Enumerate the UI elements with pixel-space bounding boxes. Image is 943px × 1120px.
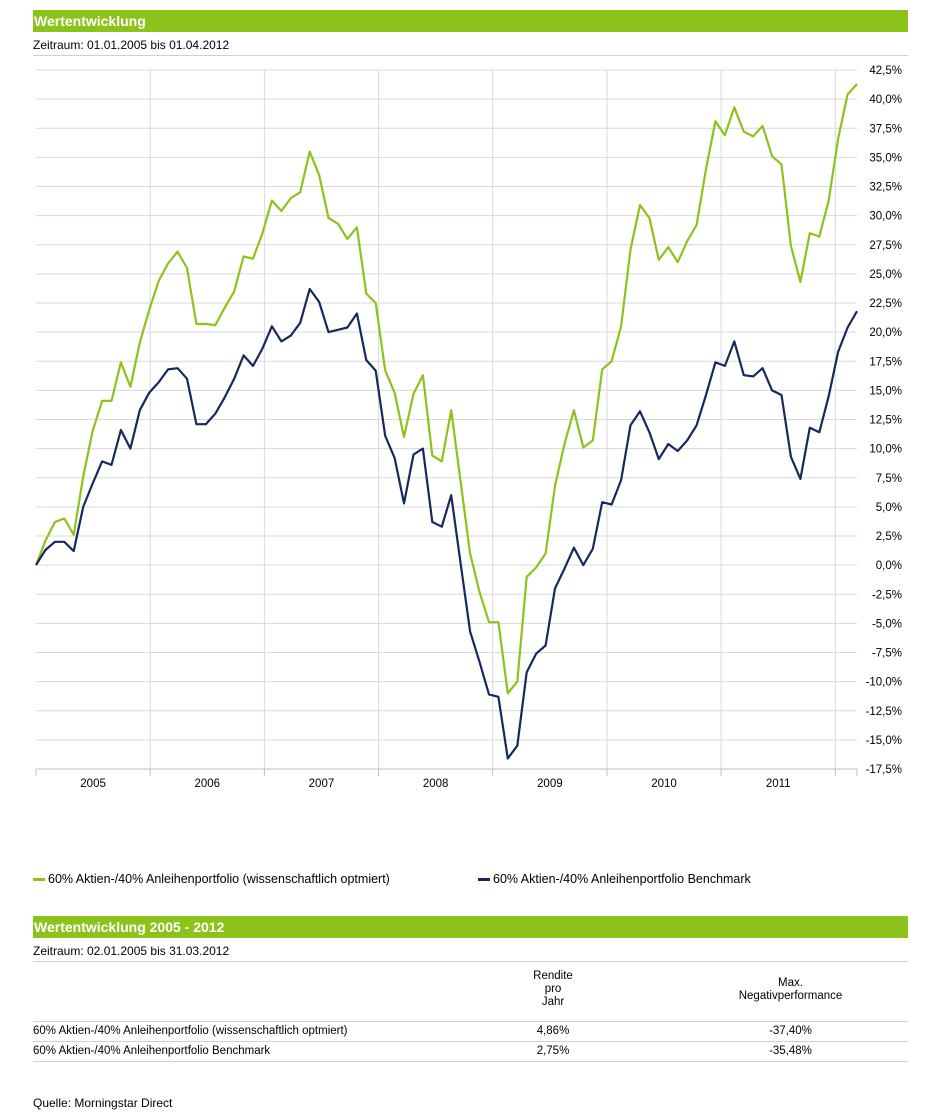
- table-header: Max. Negativperformance: [673, 968, 908, 1022]
- header-rendite: Rendite pro Jahr: [533, 970, 573, 1008]
- legend-item-benchmark: 60% Aktien-/40% Anleihenportfolio Benchm…: [478, 872, 751, 886]
- x-axis-ticks: 2005 2006 2007 2008 2009 2010 2011: [80, 778, 790, 790]
- performance-table: Rendite pro Jahr Max. Negativperformance…: [33, 968, 908, 1062]
- series-line-benchmark: [35, 287, 858, 760]
- y-tick-label: 17,5%: [869, 356, 902, 368]
- header-max-negativ: Max. Negativperformance: [738, 976, 843, 1002]
- y-tick-label: 10,0%: [869, 444, 902, 456]
- y-tick-label: 35,0%: [869, 152, 902, 164]
- y-tick-label: -5,0%: [872, 618, 902, 630]
- table-row: 60% Aktien-/40% Anleihenportfolio (wisse…: [33, 1021, 908, 1042]
- y-tick-label: 30,0%: [869, 211, 902, 223]
- cell-rendite: 2,75%: [433, 1041, 673, 1062]
- x-tick-label: 2010: [651, 778, 677, 790]
- row-label: 60% Aktien-/40% Anleihenportfolio Benchm…: [33, 1041, 433, 1062]
- y-tick-label: 5,0%: [876, 502, 902, 514]
- y-tick-label: 40,0%: [869, 94, 902, 106]
- table-header-row: Rendite pro Jahr Max. Negativperformance: [33, 968, 908, 1022]
- y-tick-label: 20,0%: [869, 327, 902, 339]
- x-tick-label: 2007: [309, 778, 335, 790]
- y-tick-label: 7,5%: [876, 473, 902, 485]
- y-tick-label: -7,5%: [872, 648, 902, 660]
- y-tick-label: 2,5%: [876, 531, 902, 543]
- x-tick-label: 2009: [537, 778, 563, 790]
- period-label: Zeitraum: 02.01.2005 bis 31.03.2012: [33, 942, 908, 962]
- y-tick-label: -17,5%: [866, 764, 902, 776]
- y-tick-label: 27,5%: [869, 240, 902, 252]
- section-title: Wertentwicklung: [33, 10, 908, 32]
- y-tick-label: 37,5%: [869, 123, 902, 135]
- x-tick-label: 2006: [194, 778, 220, 790]
- y-axis-ticks: 42,5% 40,0% 37,5% 35,0% 32,5% 30,0% 27,5% 25,0%…: [866, 65, 902, 776]
- legend-swatch: [33, 877, 45, 881]
- chart-grid: [35, 69, 858, 776]
- legend-item-optimized: 60% Aktien-/40% Anleihenportfolio (wisse…: [33, 872, 390, 886]
- legend-swatch: [478, 877, 490, 881]
- legend-label: 60% Aktien-/40% Anleihenportfolio Benchm…: [493, 872, 751, 886]
- y-tick-label: 22,5%: [869, 298, 902, 310]
- table-row: 60% Aktien-/40% Anleihenportfolio Benchm…: [33, 1041, 908, 1062]
- y-tick-label: 12,5%: [869, 415, 902, 427]
- y-tick-label: -10,0%: [866, 677, 902, 689]
- y-tick-label: 42,5%: [869, 65, 902, 77]
- section-title: Wertentwicklung 2005 - 2012: [33, 916, 908, 938]
- x-tick-label: 2008: [423, 778, 449, 790]
- y-tick-label: -2,5%: [872, 589, 902, 601]
- cell-max-negativ: -35,48%: [673, 1041, 908, 1062]
- performance-line-chart: 42,5% 40,0% 37,5% 35,0% 32,5% 30,0% 27,5% 25,0%…: [34, 65, 902, 790]
- y-tick-label: 15,0%: [869, 385, 902, 397]
- cell-max-negativ: -37,40%: [673, 1021, 908, 1042]
- y-tick-label: 32,5%: [869, 182, 902, 194]
- table-header: [33, 968, 433, 1022]
- period-label: Zeitraum: 01.01.2005 bis 01.04.2012: [33, 36, 908, 56]
- series-line-optimized: [34, 83, 858, 695]
- legend-label: 60% Aktien-/40% Anleihenportfolio (wisse…: [48, 872, 390, 886]
- y-tick-label: 25,0%: [869, 269, 902, 281]
- chart-lines: [34, 83, 858, 760]
- cell-rendite: 4,86%: [433, 1021, 673, 1042]
- y-tick-label: -15,0%: [866, 735, 902, 747]
- x-tick-label: 2005: [80, 778, 106, 790]
- x-tick-label: 2011: [766, 778, 791, 790]
- row-label: 60% Aktien-/40% Anleihenportfolio (wisse…: [33, 1021, 433, 1042]
- y-tick-label: -12,5%: [866, 706, 902, 718]
- y-tick-label: 0,0%: [876, 560, 902, 572]
- source-note: Quelle: Morningstar Direct: [33, 1096, 173, 1110]
- table-header: Rendite pro Jahr: [433, 968, 673, 1022]
